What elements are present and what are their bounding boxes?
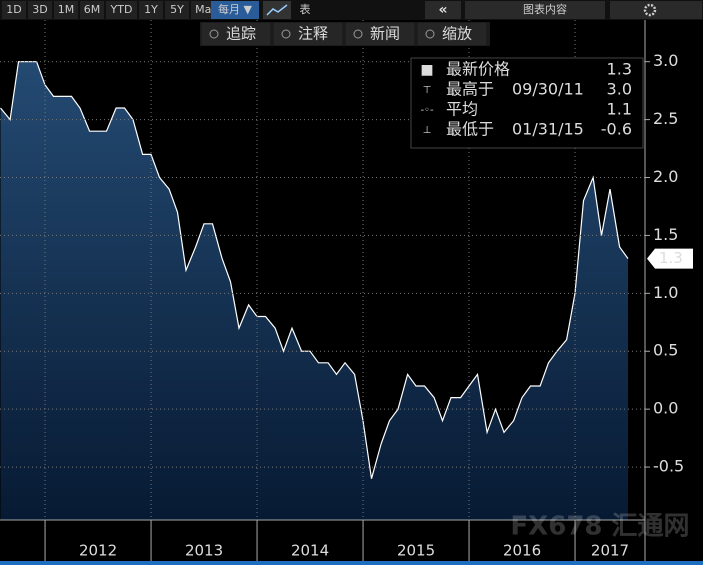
legend-icon: ⊤ [423, 85, 432, 96]
y-tick-label: 2.0 [653, 167, 678, 186]
legend-value: 1.3 [607, 60, 632, 79]
y-tick-label: 0.0 [653, 399, 678, 418]
last-value-label: 1.3 [659, 249, 683, 267]
legend-value: -0.6 [601, 120, 632, 139]
range-button[interactable] [165, 1, 189, 19]
range-label[interactable]: 1D [6, 3, 21, 16]
frequency-button[interactable] [211, 1, 259, 19]
tool-label[interactable]: 新闻 [370, 25, 400, 43]
tool-button[interactable] [418, 23, 486, 45]
tool-icon [281, 29, 291, 39]
range-button[interactable] [106, 1, 137, 19]
tool-icon [353, 29, 363, 39]
legend [410, 57, 644, 149]
range-label[interactable]: YTD [110, 3, 133, 16]
last-value-tag [647, 248, 693, 269]
collapse-icon: « [438, 2, 447, 18]
legend-value: 1.1 [607, 100, 632, 119]
legend-icon: -◦- [420, 105, 434, 116]
range-button[interactable] [2, 1, 26, 19]
y-tick-label: 0.5 [653, 341, 678, 360]
tool-label[interactable]: 追踪 [226, 25, 256, 43]
content[interactable]: 图表内容 [523, 2, 567, 16]
tool-label[interactable]: 注释 [298, 25, 328, 43]
range-label[interactable]: 1M [58, 3, 75, 16]
legend-icon: ⊥ [423, 125, 432, 136]
x-tick-label: 2015 [397, 542, 435, 560]
y-tick-label: 3.0 [653, 51, 678, 70]
tool-icon [425, 29, 435, 39]
area [0, 61, 628, 520]
legend-date: 01/31/15 [512, 120, 584, 139]
bottom-stripe [0, 561, 703, 565]
range-label[interactable]: 3D [32, 3, 47, 16]
range-label[interactable]: 6M [84, 3, 101, 16]
range-button[interactable] [80, 1, 104, 19]
collapse-button[interactable] [425, 1, 461, 19]
x-tick-label: 2017 [591, 542, 629, 560]
line [0, 61, 629, 479]
range-button[interactable] [139, 1, 163, 19]
chart-button[interactable] [263, 1, 291, 19]
range-button[interactable] [28, 1, 52, 19]
frequency[interactable]: 每月 ▼ [218, 2, 252, 16]
x-tick-label: 2014 [291, 542, 329, 560]
legend-label: 最新价格 [446, 60, 510, 79]
tool-label[interactable]: 缩放 [442, 25, 472, 43]
settings-icon [643, 3, 657, 17]
y-tick-label: -0.5 [653, 457, 684, 476]
legend-icon: ■ [420, 62, 433, 78]
x-tick-label: 2012 [79, 542, 117, 560]
chart-icon [266, 4, 288, 16]
legend-value: 3.0 [607, 80, 632, 99]
x-tick-label: 2013 [185, 542, 223, 560]
tool-button[interactable] [274, 23, 342, 45]
tool-button[interactable] [346, 23, 414, 45]
watermark: FX678 汇通网 [510, 512, 689, 542]
range-label[interactable]: 5Y [170, 3, 184, 16]
y-tick-label: 1.5 [653, 225, 678, 244]
legend-label: 平均 [446, 100, 478, 119]
legend-label: 最低于 [446, 120, 494, 139]
tool-icon [209, 29, 219, 39]
tool-button[interactable] [202, 23, 270, 45]
table-button[interactable]: 表 [300, 2, 311, 16]
legend-date: 09/30/11 [512, 80, 584, 99]
y-tick-label: 2.5 [653, 109, 678, 128]
x-tick-label: 2016 [503, 542, 541, 560]
content-button[interactable] [465, 1, 605, 19]
y-tick-label: 1.0 [653, 283, 678, 302]
range-label[interactable]: 1Y [144, 3, 158, 16]
legend-label: 最高于 [446, 80, 494, 99]
range-button[interactable] [54, 1, 78, 19]
